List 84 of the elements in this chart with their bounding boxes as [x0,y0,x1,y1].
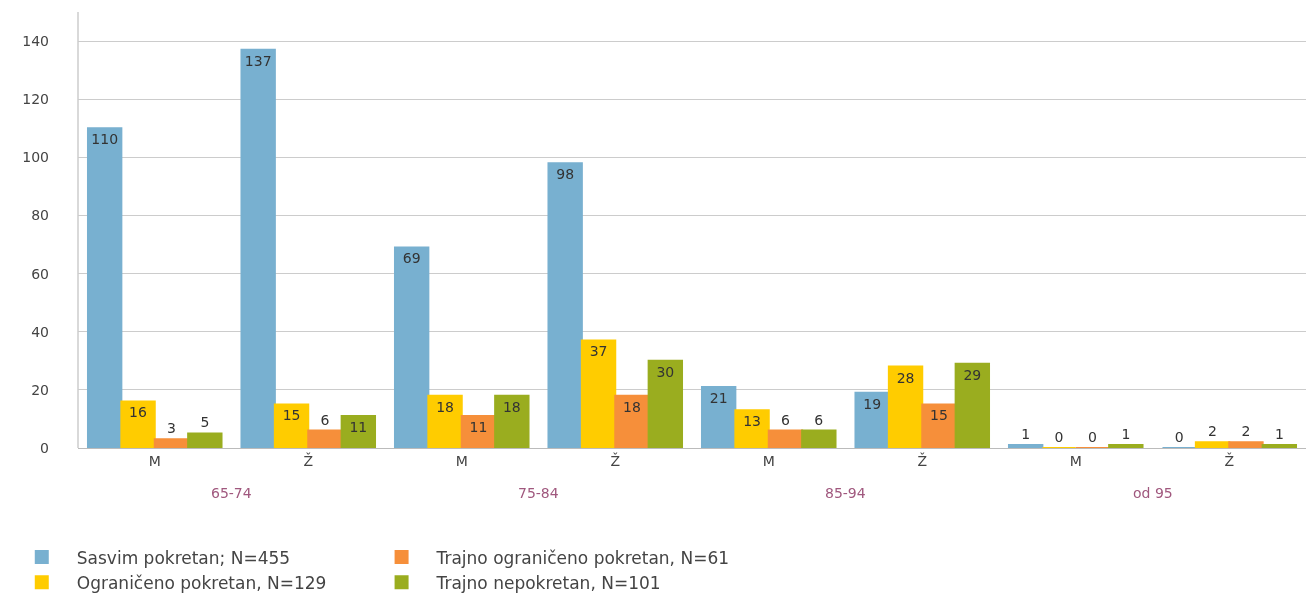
x-tick-label: Ž [917,451,928,469]
bar [187,432,223,448]
y-tick-label: 20 [31,381,49,398]
text: 65-74 [211,485,252,501]
bar [240,48,276,448]
data-label: 69 [402,250,421,267]
bar [700,385,737,448]
x-tick-label: M [1069,452,1082,469]
data-label: 21 [709,389,728,406]
bar [273,403,310,448]
bar [647,359,684,448]
bar [767,429,804,448]
bar [954,362,991,448]
data-label: 0 [1087,429,1097,445]
bar [340,415,377,448]
bar [614,394,650,448]
data-label: 15 [930,407,948,424]
bar [494,394,530,448]
data-label: 37 [589,343,608,360]
data-label: 11 [469,419,488,436]
bar [393,246,430,448]
text: 85-94 [825,485,866,501]
data-label: 18 [502,398,521,415]
data-label: 6 [814,411,824,428]
legend-label: Trajno ograničeno pokretan, N=61 [435,547,730,568]
x-tick-label: Ž [303,451,314,469]
data-label: 1 [1274,426,1284,443]
data-label: 15 [282,407,301,424]
bar [854,391,890,448]
bar [1007,444,1044,448]
bar [120,400,156,448]
data-label: 18 [623,398,641,415]
text: od 95 [1133,485,1173,501]
data-label: 98 [556,166,575,183]
data-label: 13 [743,413,761,430]
legend-label: Ograničeno pokretan, N=129 [76,572,327,593]
y-tick-label: 80 [31,207,49,224]
bar [307,429,343,448]
y-tick-label: 0 [40,439,49,456]
bar [1228,441,1264,448]
data-label: 29 [963,366,982,383]
bar [580,339,617,448]
y-tick-label: 40 [31,323,49,340]
x-tick-label: M [148,452,161,469]
y-tick-label: 140 [22,32,49,49]
data-label: 1 [1121,426,1131,443]
data-label: 5 [200,414,210,431]
bar [427,394,463,448]
data-label: 18 [436,398,454,415]
data-label: 2 [1208,423,1218,440]
bar [921,403,957,448]
bar [1108,444,1144,448]
data-label: 19 [863,395,882,412]
data-label: 0 [1054,429,1064,445]
bar [547,162,583,448]
data-label: 6 [320,411,330,428]
bar [86,127,123,448]
x-tick-label: Ž [1224,451,1235,469]
bar [801,429,837,448]
data-label: 1 [1021,426,1031,443]
x-tick-label: M [455,452,468,469]
y-tick-label: 60 [31,265,49,282]
legend-label: Trajno nepokretan, N=101 [435,572,661,593]
data-label: 0 [1174,429,1184,445]
bar [1194,441,1231,448]
bar [734,409,770,448]
bar [153,438,190,448]
y-tick-label: 120 [22,91,49,108]
data-label: 137 [244,52,272,69]
x-tick-label: Ž [610,451,621,469]
bar [887,365,924,448]
data-label: 2 [1241,423,1251,440]
bar [1261,444,1298,448]
data-label: 28 [896,369,915,386]
legend-label: Sasvim pokretan; N=455 [76,547,291,568]
text: 75-84 [518,485,559,501]
y-tick-label: 100 [22,149,49,166]
data-label: 30 [656,363,675,380]
data-label: 3 [166,420,176,437]
data-label: 6 [780,411,790,428]
x-tick-label: M [762,452,775,469]
data-label: 11 [349,419,368,436]
data-label: 16 [129,404,148,421]
data-label: 110 [91,131,119,148]
